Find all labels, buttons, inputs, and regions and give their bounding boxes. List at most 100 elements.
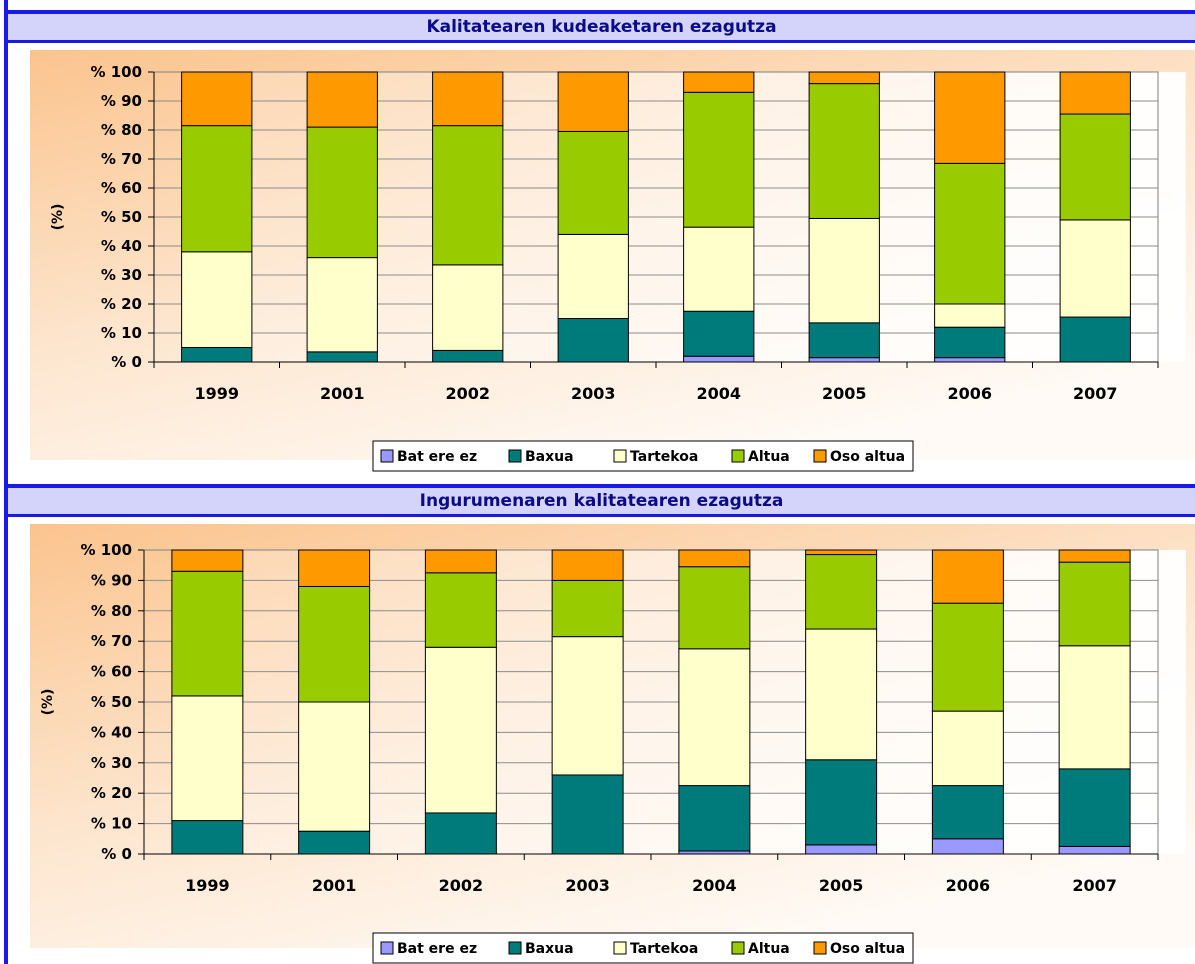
bar-baxua-2001 — [298, 830, 371, 855]
bar-oso-altua-1999 — [171, 549, 244, 572]
bar-tartekoa-2004 — [678, 648, 751, 787]
y-tick-label: % 70 — [91, 632, 132, 650]
bar-tartekoa-2005 — [805, 628, 878, 761]
bar-altua-2004 — [683, 91, 755, 228]
y-tick-label: % 20 — [91, 784, 132, 802]
legend-label: Oso altua — [830, 449, 905, 465]
legend-label: Baxua — [525, 941, 574, 957]
bar-bat-ere-ez-2006 — [934, 357, 1006, 363]
bar-altua-2005 — [808, 83, 880, 219]
bar-altua-2002 — [424, 572, 497, 648]
bar-baxua-2003 — [557, 318, 629, 363]
left-frame-line — [4, 0, 8, 964]
bar-altua-2005 — [805, 554, 878, 630]
bar-tartekoa-2004 — [683, 226, 755, 312]
bar-oso-altua-2007 — [1058, 549, 1131, 563]
chart-2-title-banner: Ingurumenaren kalitatearen ezagutza — [8, 484, 1195, 517]
bar-altua-1999 — [181, 125, 253, 253]
y-tick-label: % 10 — [101, 324, 142, 342]
x-tick-label: 2002 — [445, 384, 490, 403]
bar-tartekoa-2006 — [931, 710, 1004, 787]
legend-swatch — [380, 941, 394, 955]
legend-label: Tartekoa — [630, 941, 698, 957]
legend-swatch — [731, 449, 745, 463]
bar-tartekoa-1999 — [181, 251, 253, 348]
y-tick-label: % 10 — [91, 815, 132, 833]
bar-baxua-2007 — [1058, 768, 1131, 847]
chart-1-panel: % 0 % 10 % 20 % 30 % 40 % 50 % 60 % 70 % 80 % 90%… — [8, 46, 1195, 478]
chart-1-title-banner: Kalitatearen kudeaketaren ezagutza — [8, 10, 1195, 43]
bar-bat-ere-ez-2006 — [931, 838, 1004, 855]
chart-2-title: Ingurumenaren kalitatearen ezagutza — [419, 491, 784, 511]
bar-oso-altua-2004 — [683, 71, 755, 93]
bar-baxua-2007 — [1059, 316, 1131, 363]
legend-swatch — [731, 941, 745, 955]
bar-baxua-2001 — [306, 351, 378, 363]
y-tick-label: % 20 — [101, 295, 142, 313]
legend-label: Tartekoa — [630, 449, 698, 465]
bar-tartekoa-2002 — [424, 646, 497, 814]
bar-oso-altua-2005 — [805, 549, 878, 556]
bar-baxua-2002 — [432, 349, 504, 363]
bar-bat-ere-ez-2004 — [683, 355, 755, 363]
y-tick-label: % 60 — [91, 663, 132, 681]
bar-altua-2007 — [1058, 561, 1131, 647]
x-tick-label: 1999 — [185, 876, 230, 895]
bar-baxua-2006 — [931, 785, 1004, 840]
bar-baxua-1999 — [171, 820, 244, 855]
y-tick-label: % 40 — [91, 723, 132, 741]
legend-label: Bat ere ez — [397, 941, 477, 957]
bar-baxua-2004 — [683, 310, 755, 357]
bar-bat-ere-ez-2007 — [1058, 845, 1131, 855]
x-tick-label: 2003 — [571, 384, 616, 403]
bar-baxua-2005 — [808, 322, 880, 359]
y-tick-label: % 90 — [101, 92, 142, 110]
y-tick-label: % 100 — [80, 541, 132, 559]
bar-oso-altua-2006 — [934, 71, 1006, 164]
legend-swatch — [613, 941, 627, 955]
chart-2-svg: % 0 % 10 % 20 % 30 % 40 % 50 % 60 % 70 % 80 % 90%… — [30, 524, 1195, 964]
bar-tartekoa-2001 — [298, 701, 371, 832]
y-tick-label: % 90 — [91, 571, 132, 589]
bar-tartekoa-1999 — [171, 695, 244, 822]
y-tick-label: % 100 — [90, 63, 142, 81]
x-tick-label: 2005 — [819, 876, 864, 895]
x-tick-label: 2006 — [946, 876, 991, 895]
y-tick-label: % 70 — [101, 150, 142, 168]
bar-bat-ere-ez-2005 — [808, 357, 880, 363]
bar-altua-2003 — [557, 130, 629, 235]
y-axis-label: (%) — [40, 689, 56, 716]
bar-oso-altua-1999 — [181, 71, 253, 127]
bar-altua-2002 — [432, 125, 504, 266]
bar-baxua-2002 — [424, 812, 497, 855]
legend-swatch — [813, 941, 827, 955]
bar-baxua-2004 — [678, 785, 751, 852]
x-tick-label: 2007 — [1072, 876, 1117, 895]
y-tick-label: % 0 — [111, 353, 142, 371]
bar-tartekoa-2001 — [306, 257, 378, 353]
x-tick-label: 2004 — [692, 876, 737, 895]
bar-altua-2007 — [1059, 113, 1131, 221]
bar-tartekoa-2007 — [1059, 219, 1131, 318]
bar-oso-altua-2003 — [557, 71, 629, 132]
legend-swatch — [508, 941, 522, 955]
chart-1-svg: % 0 % 10 % 20 % 30 % 40 % 50 % 60 % 70 % 80 % 90%… — [30, 50, 1195, 472]
y-tick-label: % 50 — [91, 693, 132, 711]
y-tick-label: % 40 — [101, 237, 142, 255]
x-tick-label: 2003 — [565, 876, 610, 895]
y-tick-label: % 30 — [91, 754, 132, 772]
y-tick-label: % 0 — [101, 845, 132, 863]
legend-label: Altua — [748, 449, 790, 465]
bar-baxua-2003 — [551, 774, 624, 855]
x-tick-label: 2002 — [439, 876, 484, 895]
x-tick-label: 1999 — [194, 384, 239, 403]
y-tick-label: % 30 — [101, 266, 142, 284]
bar-oso-altua-2001 — [298, 549, 371, 587]
x-tick-label: 2001 — [320, 384, 365, 403]
bar-oso-altua-2003 — [551, 549, 624, 581]
bar-oso-altua-2006 — [931, 549, 1004, 604]
bar-oso-altua-2001 — [306, 71, 378, 128]
chart-1-title: Kalitatearen kudeaketaren ezagutza — [426, 17, 777, 37]
legend-label: Baxua — [525, 449, 574, 465]
bar-altua-2006 — [934, 162, 1006, 305]
